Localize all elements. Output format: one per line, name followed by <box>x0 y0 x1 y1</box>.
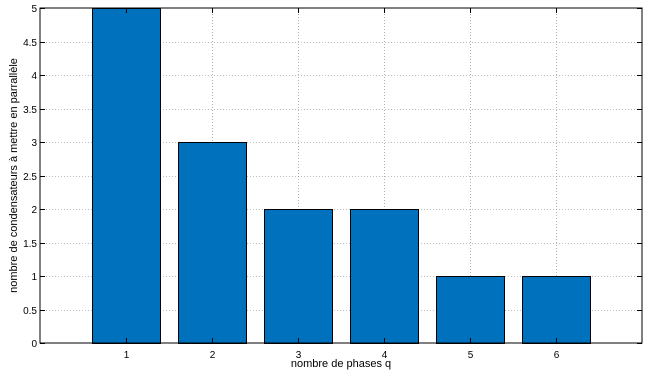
y-tick-label: 3.5 <box>23 105 37 116</box>
y-tick-label: 2 <box>31 205 37 216</box>
y-tick-label: 1 <box>31 272 37 283</box>
bar-q-6 <box>522 276 591 344</box>
bar-q-1 <box>92 8 161 344</box>
x-tick-label: 1 <box>124 350 130 361</box>
y-tick-label: 5 <box>31 4 37 15</box>
y-tick-labels: 0 0.5 1 1.5 2 2.5 3 3.5 4 4.5 5 <box>23 4 37 350</box>
bars <box>92 8 591 344</box>
bar-q-5 <box>436 276 505 344</box>
x-tick-label: 4 <box>382 350 388 361</box>
bar-q-3 <box>264 209 333 344</box>
x-tick-label: 6 <box>554 350 560 361</box>
y-tick-label: 4 <box>31 71 37 82</box>
bar-q-2 <box>178 142 247 344</box>
x-tick-label: 5 <box>468 350 474 361</box>
y-tick-label: 0 <box>31 339 37 350</box>
axis-ticks <box>40 8 642 344</box>
x-axis-label: nombre de phases q <box>291 358 391 370</box>
plot-frame <box>39 7 643 344</box>
bar-q-4 <box>350 209 419 344</box>
y-tick-label: 3 <box>31 138 37 149</box>
y-tick-label: 0.5 <box>23 306 37 317</box>
y-axis-label: nombre de condensateurs à mettre en parr… <box>8 58 20 293</box>
y-tick-label: 2.5 <box>23 172 37 183</box>
y-tick-label: 4.5 <box>23 38 37 49</box>
x-tick-label: 3 <box>296 350 302 361</box>
x-tick-labels: 1 2 3 4 5 6 <box>124 350 560 361</box>
x-tick-label: 2 <box>210 350 216 361</box>
y-tick-label: 1.5 <box>23 239 37 250</box>
